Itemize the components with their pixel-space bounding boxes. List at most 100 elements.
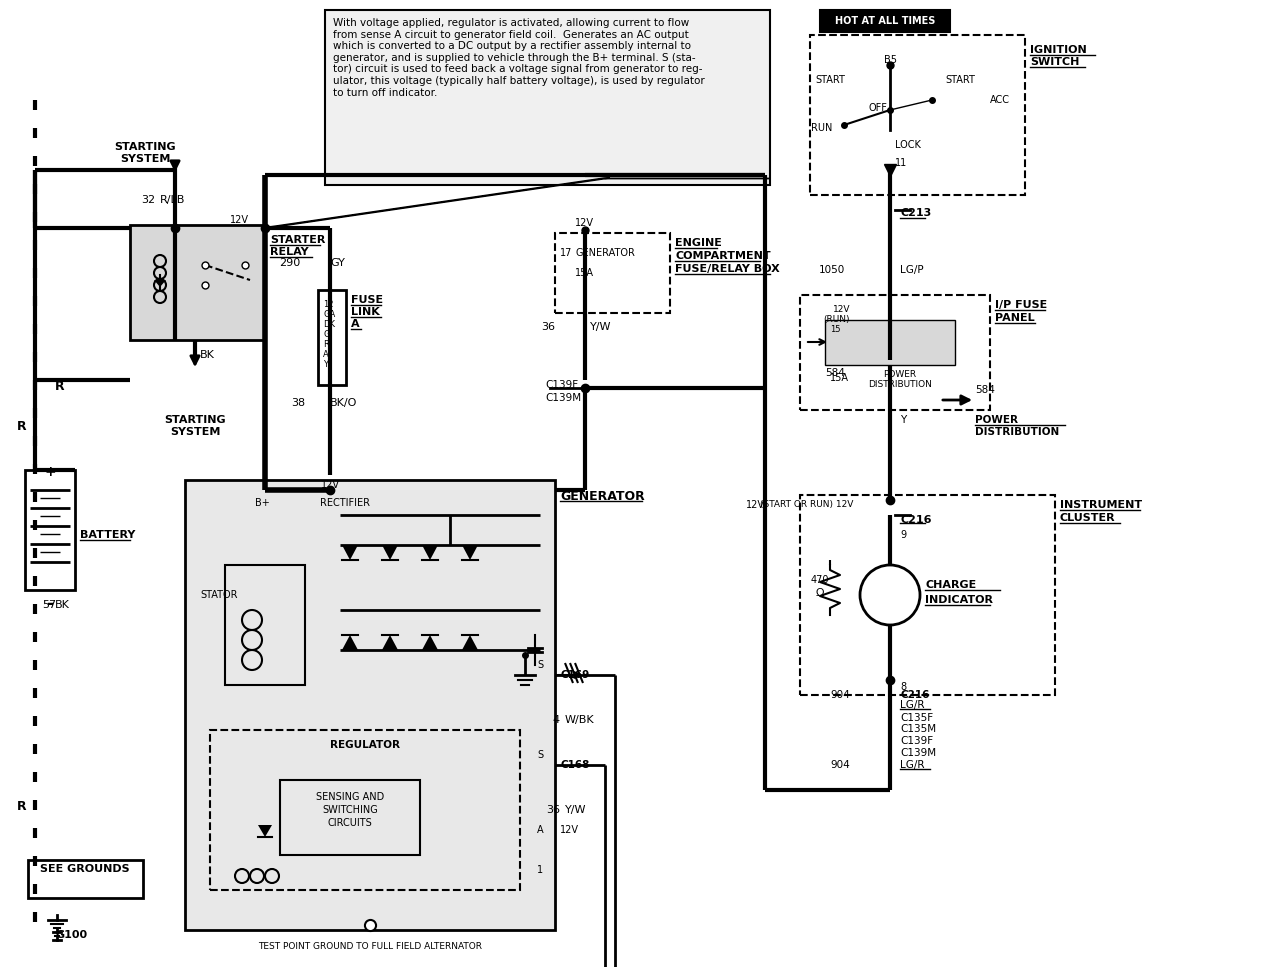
Text: INDICATOR: INDICATOR	[925, 595, 993, 605]
Text: 57: 57	[42, 600, 56, 610]
Text: C135F: C135F	[900, 713, 933, 723]
Text: BATTERY: BATTERY	[81, 530, 136, 540]
Bar	[280, 780, 420, 855]
Text: R: R	[17, 420, 27, 433]
Text: 36: 36	[541, 322, 556, 332]
Polygon shape	[381, 545, 398, 560]
Text: STARTING: STARTING	[164, 415, 225, 425]
Text: FUSE/RELAY BOX: FUSE/RELAY BOX	[675, 264, 780, 274]
Bar	[325, 10, 771, 185]
Text: RECTIFIER: RECTIFIER	[320, 498, 370, 508]
Text: STARTER: STARTER	[270, 235, 325, 245]
Text: A: A	[538, 825, 544, 835]
Polygon shape	[262, 178, 611, 228]
Text: POWER
DISTRIBUTION: POWER DISTRIBUTION	[868, 370, 932, 390]
Text: 1050: 1050	[819, 265, 845, 275]
Text: 8: 8	[900, 682, 906, 692]
Text: 12V: 12V	[230, 215, 250, 225]
Text: 12V: 12V	[320, 480, 339, 490]
Text: C169: C169	[561, 670, 589, 680]
Text: LG/R: LG/R	[900, 700, 924, 710]
Text: STARTING: STARTING	[114, 142, 175, 152]
Text: DK: DK	[323, 320, 335, 329]
Bar	[826, 320, 955, 365]
Polygon shape	[381, 635, 398, 650]
Text: SEE GROUNDS: SEE GROUNDS	[40, 864, 129, 874]
Text: CLUSTER: CLUSTER	[1060, 513, 1116, 523]
Text: GA: GA	[323, 310, 335, 319]
Text: 12V: 12V	[746, 500, 765, 510]
Text: SYSTEM: SYSTEM	[170, 427, 220, 437]
Text: 904: 904	[831, 690, 850, 700]
Text: 12V: 12V	[561, 825, 579, 835]
Text: S: S	[538, 660, 543, 670]
Text: C139M: C139M	[545, 393, 581, 403]
Text: HOT AT ALL TIMES: HOT AT ALL TIMES	[835, 16, 936, 26]
Polygon shape	[259, 825, 273, 837]
Text: 12: 12	[323, 300, 334, 309]
Bar	[186, 480, 556, 930]
Text: R: R	[323, 340, 329, 349]
Text: C168: C168	[561, 760, 589, 770]
Text: 290: 290	[279, 258, 300, 268]
Bar	[131, 225, 265, 340]
Text: C139F: C139F	[545, 380, 579, 390]
Text: -: -	[46, 595, 54, 613]
Text: IGNITION: IGNITION	[1030, 45, 1087, 55]
Text: R: R	[17, 800, 27, 813]
Text: B+: B+	[255, 498, 270, 508]
Bar	[800, 495, 1055, 695]
Text: 9: 9	[900, 530, 906, 540]
Text: C139M: C139M	[900, 748, 936, 758]
Text: GENERATOR: GENERATOR	[561, 490, 645, 503]
Text: REGULATOR: REGULATOR	[330, 740, 401, 750]
Text: GENERATOR: GENERATOR	[575, 248, 635, 258]
Text: 36: 36	[547, 805, 561, 815]
Text: B5: B5	[883, 55, 896, 65]
Text: LG/P: LG/P	[900, 265, 924, 275]
Text: FUSE: FUSE	[351, 295, 383, 305]
Text: C139F: C139F	[900, 736, 933, 746]
Text: Y: Y	[900, 415, 906, 425]
Bar	[26, 470, 76, 590]
Text: ENGINE: ENGINE	[675, 238, 722, 248]
Text: 584: 584	[826, 368, 845, 378]
Polygon shape	[462, 635, 477, 650]
Text: W/BK: W/BK	[564, 715, 595, 725]
Text: SENSING AND: SENSING AND	[316, 792, 384, 802]
Bar	[556, 233, 669, 313]
Bar	[28, 860, 143, 898]
Text: Ω: Ω	[815, 588, 824, 598]
Text: CHARGE: CHARGE	[925, 580, 977, 590]
Text: GY: GY	[330, 258, 344, 268]
Text: ACC: ACC	[989, 95, 1010, 105]
Text: R: R	[55, 380, 64, 393]
Text: PANEL: PANEL	[995, 313, 1034, 323]
Text: 32: 32	[141, 195, 155, 205]
Text: START: START	[815, 75, 845, 85]
Text: 584: 584	[975, 385, 995, 395]
Text: C135M: C135M	[900, 724, 936, 734]
Text: 12V: 12V	[832, 305, 850, 314]
Text: A: A	[351, 319, 360, 329]
Text: With voltage applied, regulator is activated, allowing current to flow
from sens: With voltage applied, regulator is activ…	[333, 18, 705, 98]
Polygon shape	[342, 635, 358, 650]
Text: SWITCH: SWITCH	[1030, 57, 1079, 67]
Polygon shape	[422, 635, 438, 650]
Text: I/P FUSE: I/P FUSE	[995, 300, 1047, 310]
Text: 1: 1	[538, 865, 543, 875]
Polygon shape	[342, 545, 358, 560]
Text: C216: C216	[900, 515, 932, 525]
Text: START: START	[945, 75, 975, 85]
Text: BK: BK	[55, 600, 70, 610]
Text: BK/O: BK/O	[330, 398, 357, 408]
Text: LG/R: LG/R	[900, 760, 924, 770]
Text: INSTRUMENT: INSTRUMENT	[1060, 500, 1142, 510]
Bar	[210, 730, 520, 890]
Text: LOCK: LOCK	[895, 140, 920, 150]
Text: Y/W: Y/W	[564, 805, 586, 815]
Text: DISTRIBUTION: DISTRIBUTION	[975, 427, 1060, 437]
Text: 15: 15	[829, 325, 841, 334]
Text: R/LB: R/LB	[160, 195, 186, 205]
Bar	[820, 10, 950, 32]
